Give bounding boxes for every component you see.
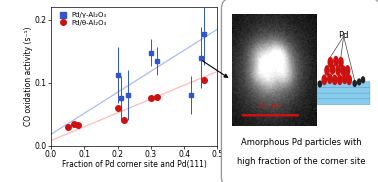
Circle shape xyxy=(361,77,364,83)
Circle shape xyxy=(330,64,335,75)
FancyBboxPatch shape xyxy=(318,99,370,105)
Circle shape xyxy=(327,73,333,84)
Circle shape xyxy=(358,79,361,85)
FancyBboxPatch shape xyxy=(318,87,370,93)
Circle shape xyxy=(327,57,333,68)
Text: Pd: Pd xyxy=(338,31,349,40)
Circle shape xyxy=(332,74,338,85)
Circle shape xyxy=(346,74,352,85)
Circle shape xyxy=(321,74,327,85)
Y-axis label: CO oxidation activity (s⁻¹): CO oxidation activity (s⁻¹) xyxy=(24,27,33,126)
Circle shape xyxy=(345,65,350,76)
Circle shape xyxy=(353,80,356,86)
Circle shape xyxy=(338,57,344,68)
Circle shape xyxy=(337,74,343,85)
Circle shape xyxy=(342,73,348,84)
FancyBboxPatch shape xyxy=(222,0,378,182)
FancyBboxPatch shape xyxy=(318,82,370,88)
Circle shape xyxy=(335,65,341,76)
Circle shape xyxy=(318,81,321,87)
Legend: Pd/γ-Al₂O₃, Pd/θ-Al₂O₃: Pd/γ-Al₂O₃, Pd/θ-Al₂O₃ xyxy=(54,11,108,27)
Circle shape xyxy=(324,65,330,76)
Text: high fraction of the corner site: high fraction of the corner site xyxy=(237,157,366,166)
Text: 10  nm: 10 nm xyxy=(258,102,283,108)
X-axis label: Fraction of Pd corner site and Pd(111): Fraction of Pd corner site and Pd(111) xyxy=(62,160,207,169)
Text: Amorphous Pd particles with: Amorphous Pd particles with xyxy=(241,138,362,147)
Circle shape xyxy=(333,56,339,67)
Circle shape xyxy=(340,65,346,76)
FancyBboxPatch shape xyxy=(318,93,370,99)
